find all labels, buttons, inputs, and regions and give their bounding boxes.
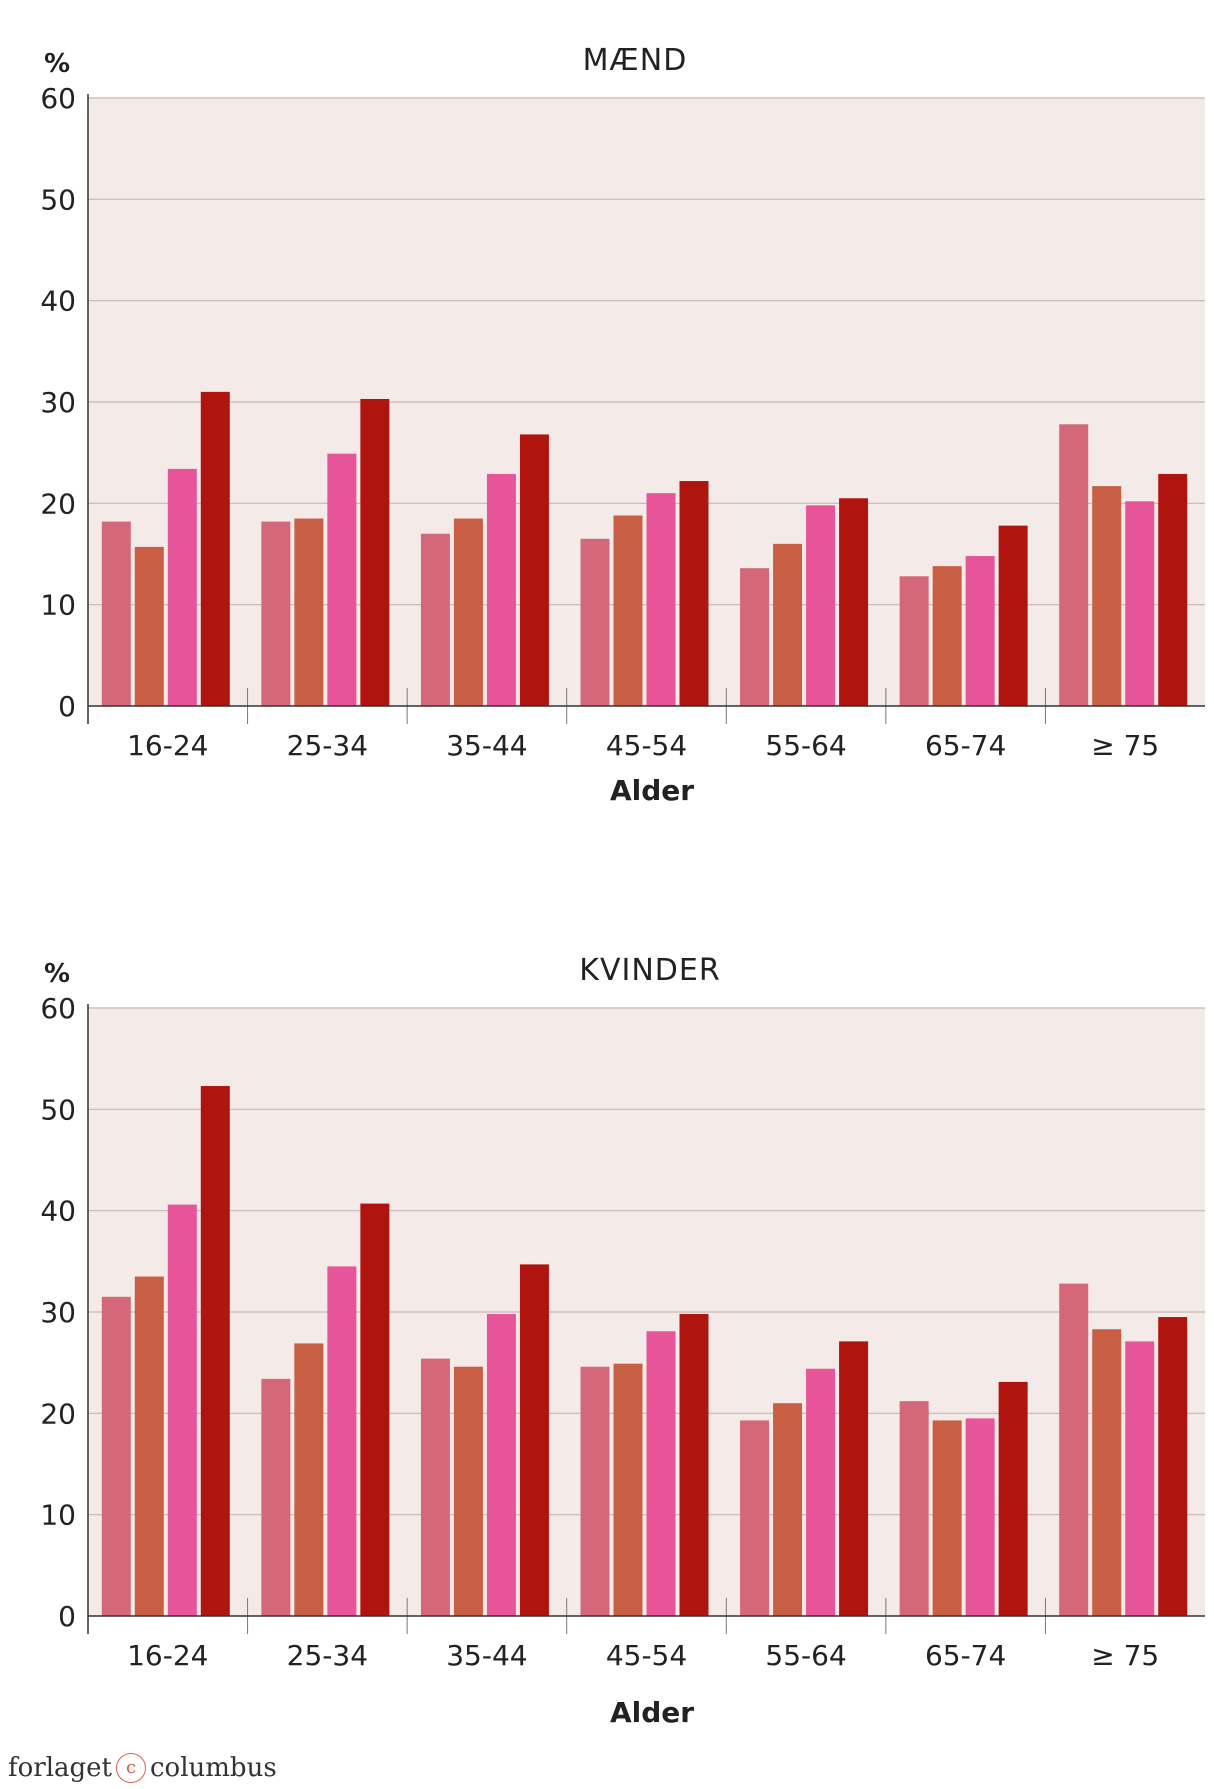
x-tick-label: 35-44 bbox=[446, 729, 527, 762]
y-tick-label: 50 bbox=[40, 183, 76, 216]
x-tick-label: 25-34 bbox=[287, 1639, 368, 1672]
y-tick-label: 30 bbox=[40, 386, 76, 419]
bar-5564-series1 bbox=[740, 1420, 770, 1616]
chart-title: MÆND bbox=[583, 43, 688, 78]
bar-2534-series4 bbox=[360, 1203, 390, 1616]
bar-2534-series2 bbox=[294, 518, 324, 706]
bar-4554-series4 bbox=[679, 481, 709, 706]
x-tick-label: 55-64 bbox=[765, 1639, 846, 1672]
bar-1624-series4 bbox=[200, 391, 230, 706]
bar-5564-series3 bbox=[806, 1368, 836, 1616]
bar-4554-series2 bbox=[613, 515, 643, 706]
bar-3544-series3 bbox=[486, 1314, 516, 1616]
y-tick-label: 40 bbox=[40, 285, 76, 318]
y-unit-label: % bbox=[44, 49, 70, 79]
x-tick-label: 16-24 bbox=[127, 1639, 208, 1672]
y-tick-label: 0 bbox=[58, 690, 76, 723]
bar-2534-series4 bbox=[360, 398, 390, 706]
bar-75-series1 bbox=[1059, 424, 1089, 706]
bar-1624-series1 bbox=[101, 1296, 131, 1616]
bar-3544-series2 bbox=[453, 518, 483, 706]
y-tick-label: 20 bbox=[40, 1397, 76, 1430]
y-tick-label: 50 bbox=[40, 1093, 76, 1126]
publisher-name-left: forlaget bbox=[8, 1753, 112, 1783]
x-axis-label: Alder bbox=[610, 774, 694, 807]
y-tick-label: 10 bbox=[40, 1499, 76, 1532]
bar-2534-series3 bbox=[327, 453, 357, 706]
chart-kvinder: 0 10 20 30 40 50 60 16-24 25-34 35-44 45-54 55-64 65… bbox=[40, 953, 1205, 1729]
bar-1624-series3 bbox=[167, 468, 197, 706]
y-tick-label: 20 bbox=[40, 487, 76, 520]
y-tick-label: 60 bbox=[40, 82, 76, 115]
bar-5564-series3 bbox=[806, 505, 836, 706]
bar-75-series3 bbox=[1125, 501, 1155, 706]
bar-3544-series2 bbox=[453, 1366, 483, 1616]
y-tick-label: 60 bbox=[40, 992, 76, 1025]
x-tick-label: 65-74 bbox=[925, 1639, 1006, 1672]
bar-1624-series4 bbox=[200, 1086, 230, 1616]
bar-2534-series3 bbox=[327, 1266, 357, 1616]
bar-4554-series3 bbox=[646, 1331, 676, 1616]
bar-4554-series1 bbox=[580, 1366, 610, 1616]
bar-4554-series4 bbox=[679, 1314, 709, 1616]
bar-6574-series3 bbox=[965, 556, 995, 706]
y-tick-label: 40 bbox=[40, 1195, 76, 1228]
bar-75-series4 bbox=[1158, 1317, 1188, 1616]
x-tick-label: 65-74 bbox=[925, 729, 1006, 762]
bar-5564-series4 bbox=[839, 498, 869, 706]
bar-4554-series1 bbox=[580, 538, 610, 706]
bar-3544-series4 bbox=[519, 1264, 549, 1616]
bar-6574-series2 bbox=[932, 566, 962, 706]
x-tick-label: 45-54 bbox=[606, 1639, 687, 1672]
bar-1624-series2 bbox=[134, 1276, 164, 1616]
bar-75-series2 bbox=[1092, 1329, 1122, 1616]
x-tick-label: ≥ 75 bbox=[1091, 1639, 1159, 1672]
x-axis-label: Alder bbox=[610, 1696, 694, 1729]
chart-title: KVINDER bbox=[579, 953, 720, 988]
bar-1624-series1 bbox=[101, 521, 131, 706]
x-tick-label: 55-64 bbox=[765, 729, 846, 762]
bar-5564-series2 bbox=[773, 543, 803, 706]
bar-6574-series4 bbox=[998, 525, 1028, 706]
bar-6574-series2 bbox=[932, 1420, 962, 1616]
x-tick-label: 35-44 bbox=[446, 1639, 527, 1672]
bar-3544-series1 bbox=[420, 1358, 450, 1616]
bar-4554-series3 bbox=[646, 493, 676, 706]
publisher-name-right: columbus bbox=[150, 1753, 277, 1783]
y-tick-label: 0 bbox=[58, 1600, 76, 1633]
bar-2534-series2 bbox=[294, 1343, 324, 1616]
bar-2534-series1 bbox=[261, 1378, 291, 1616]
bar-6574-series1 bbox=[899, 1401, 929, 1616]
copyright-icon: c bbox=[116, 1753, 146, 1783]
bar-75-series2 bbox=[1092, 486, 1122, 706]
bar-1624-series2 bbox=[134, 546, 164, 706]
y-unit-label: % bbox=[44, 959, 70, 989]
bar-6574-series3 bbox=[965, 1418, 995, 1616]
bar-2534-series1 bbox=[261, 521, 291, 706]
bar-75-series3 bbox=[1125, 1341, 1155, 1616]
x-tick-label: 16-24 bbox=[127, 729, 208, 762]
bar-75-series4 bbox=[1158, 473, 1188, 706]
x-tick-label: 45-54 bbox=[606, 729, 687, 762]
bar-4554-series2 bbox=[613, 1363, 643, 1616]
bar-75-series1 bbox=[1059, 1283, 1089, 1616]
bar-5564-series4 bbox=[839, 1341, 869, 1616]
bar-3544-series1 bbox=[420, 533, 450, 706]
bar-1624-series3 bbox=[167, 1204, 197, 1616]
y-tick-label: 30 bbox=[40, 1296, 76, 1329]
x-tick-label: ≥ 75 bbox=[1091, 729, 1159, 762]
y-tick-label: 10 bbox=[40, 589, 76, 622]
bar-3544-series3 bbox=[486, 473, 516, 706]
bar-5564-series2 bbox=[773, 1403, 803, 1616]
bar-5564-series1 bbox=[740, 568, 770, 706]
bar-6574-series4 bbox=[998, 1381, 1028, 1616]
x-tick-label: 25-34 bbox=[287, 729, 368, 762]
chart-maend: 0 10 20 30 40 50 60 16-24 25-34 35-44 45-54 55-64 65… bbox=[40, 43, 1205, 807]
bar-6574-series1 bbox=[899, 576, 929, 706]
publisher-logo: forlaget c columbus bbox=[8, 1753, 277, 1783]
bar-3544-series4 bbox=[519, 434, 549, 706]
